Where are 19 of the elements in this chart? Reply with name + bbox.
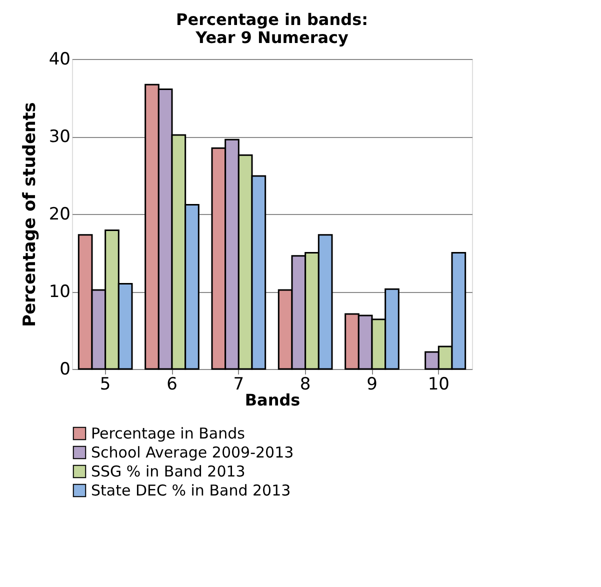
x-tick-label: 7 [233,374,244,394]
text: Year 9 Numeracy [196,28,348,47]
x-tick-label: 8 [300,374,311,394]
y-tick-label: 20 [48,204,70,224]
x-tick-label: 10 [428,374,450,394]
y-tick-label: 0 [60,360,70,380]
y-axis-title: Percentage of students [20,102,40,327]
x-tick-label: 9 [366,374,378,394]
text: Percentage in bands: [176,10,368,29]
x-axis-title: Bands [244,390,300,410]
legend-label: State DEC % in Band 2013 [91,482,291,500]
legend-label: SSG % in Band 2013 [91,462,246,480]
legend-label: Percentage in Bands [91,424,246,442]
x-tick-label: 6 [166,374,178,394]
x-tick-label: 5 [100,374,111,394]
y-tick-label: 30 [48,127,70,147]
y-tick-label: 10 [48,282,70,302]
y-tick-label: 40 [48,50,70,70]
legend-label: School Average 2009-2013 [91,444,294,462]
